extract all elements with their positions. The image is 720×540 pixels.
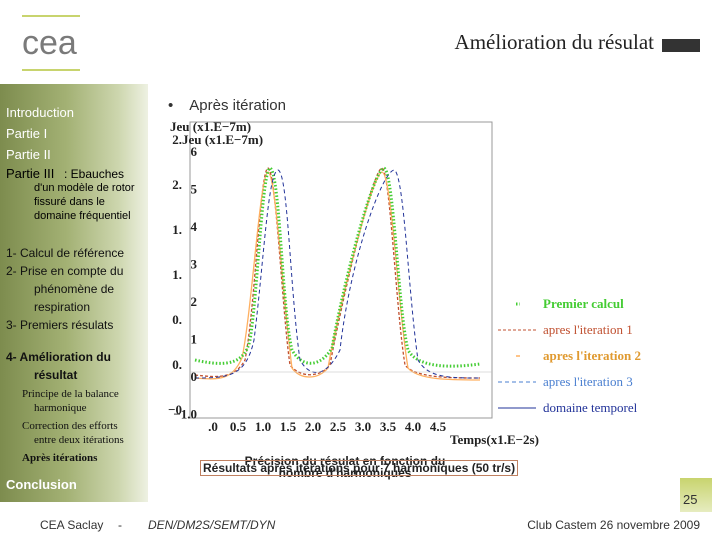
y-tick-label: 6	[191, 144, 198, 159]
x-tick-label: 3.0	[355, 419, 371, 434]
step: 4- Amélioration du	[6, 350, 111, 364]
y-axis-title: Jeu (x1.E−7m)	[170, 119, 251, 134]
footer-left: CEA Saclay	[40, 518, 104, 532]
section-link: Conclusion	[6, 477, 77, 492]
slide-title: Amélioration du résulat	[454, 30, 654, 54]
section-link: Partie II	[6, 147, 51, 162]
y-tick-label: 1.	[172, 267, 182, 282]
curve	[194, 171, 481, 381]
y-tick-label: 0	[191, 369, 198, 384]
x-tick-label: 4.0	[405, 419, 421, 434]
y-tick-label: 1	[191, 332, 198, 347]
plot-frame	[189, 121, 493, 419]
substep: Correction des efforts	[22, 420, 118, 432]
page-tab	[680, 478, 712, 512]
x-tick-label: .0	[208, 419, 218, 434]
x-tick-label: 0.5	[230, 419, 247, 434]
substep: Après itérations	[22, 452, 98, 464]
bullet-text: Après itération	[189, 97, 286, 114]
x-tick-label: 4.5	[430, 419, 447, 434]
y-tick-label: 3	[191, 257, 198, 272]
y-tick-label: −0	[168, 402, 182, 417]
legend-label: domaine temporel	[543, 400, 638, 415]
section-text: : Ebauches	[64, 167, 125, 181]
legend-label: apres l'iteration 2	[543, 348, 641, 363]
y-tick-label: −1.0	[173, 407, 197, 422]
title-mark	[662, 39, 700, 52]
page-number: 25	[683, 492, 698, 507]
substep: harmonique	[34, 402, 87, 414]
x-tick-label: 2.5	[330, 419, 347, 434]
caption: Résultats après itérations pour 7 harmon…	[200, 460, 519, 476]
step: phénomène de	[34, 282, 115, 296]
y-tick-label: 5	[191, 182, 198, 197]
footer-unit: DEN/DM2S/SEMT/DYN	[148, 518, 276, 532]
y-tick-label: 4	[191, 219, 198, 234]
y-tick-label: 0.	[172, 357, 182, 372]
bullet: • Après itération	[168, 97, 286, 114]
section-link: Partie I	[6, 126, 48, 141]
y-tick-label: 1.	[172, 222, 182, 237]
step: 3- Premiers résulats	[6, 318, 114, 332]
curve	[194, 166, 481, 368]
plot: Jeu (x1.E−7m)Jeu (x1.E−7m)2.2.1.1.0.0.−0…	[168, 119, 641, 447]
x-tick-label: 1.5	[280, 419, 297, 434]
sidebar	[0, 84, 148, 502]
section-detail: d'un modèle de rotor	[34, 182, 135, 194]
substep: entre deux itérations	[34, 434, 124, 446]
x-axis-title: Temps(x1.E−2s)	[450, 432, 539, 447]
legend-label: apres l'iteration 3	[543, 374, 633, 389]
section-link: Introduction	[6, 105, 74, 120]
y-axis-title: Jeu (x1.E−7m)	[182, 132, 263, 147]
y-tick-label: 0.	[172, 312, 182, 327]
legend-label: Premier calcul	[543, 296, 624, 311]
footer-separator: -	[118, 518, 122, 532]
footer-event: Club Castem 26 novembre 2009	[527, 518, 700, 532]
y-tick-label: 2.	[172, 132, 182, 147]
curve	[194, 167, 481, 379]
y-tick-label: 2	[191, 294, 198, 309]
step: respiration	[34, 300, 91, 314]
step: résultat	[34, 368, 78, 382]
step: 1- Calcul de référence	[6, 246, 125, 260]
substep: Principe de la balance	[22, 388, 119, 400]
section-link: Partie III	[6, 166, 55, 181]
x-tick-label: 3.5	[380, 419, 397, 434]
section-detail: domaine fréquentiel	[34, 210, 131, 222]
logo-text: cea	[22, 24, 77, 62]
x-tick-label: 1.0	[255, 419, 271, 434]
caption: Précision du résulat en fonction du nomb…	[244, 454, 446, 480]
x-tick-label: 2.0	[305, 419, 321, 434]
legend-label: apres l'iteration 1	[543, 322, 633, 337]
step: 2- Prise en compte du	[6, 264, 124, 278]
y-tick-label: 2.	[172, 177, 182, 192]
section-detail: fissuré dans le	[34, 196, 105, 208]
logo: cea	[22, 15, 80, 71]
